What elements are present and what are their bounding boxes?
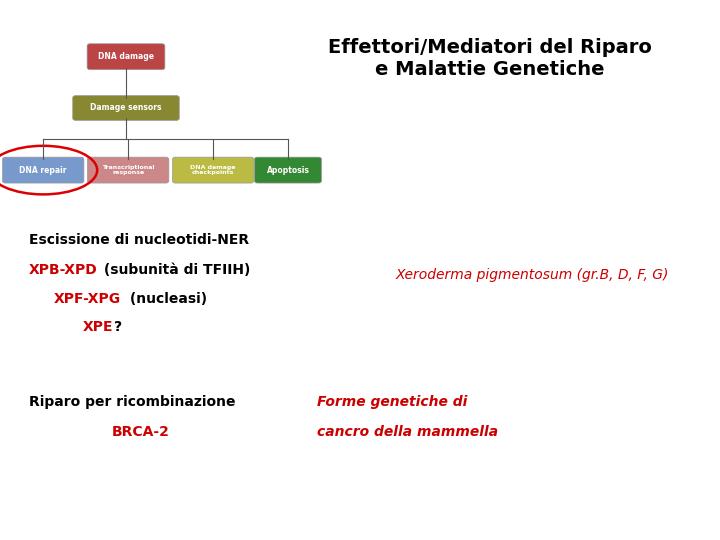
Text: cancro della mammella: cancro della mammella [317, 425, 498, 439]
Text: Escissione di nucleotidi-NER: Escissione di nucleotidi-NER [29, 233, 249, 247]
Text: Transcriptional
response: Transcriptional response [102, 165, 154, 176]
Text: Apoptosis: Apoptosis [266, 166, 310, 174]
Text: BRCA-2: BRCA-2 [112, 425, 169, 439]
Text: DNA repair: DNA repair [19, 166, 67, 174]
FancyBboxPatch shape [2, 157, 84, 183]
Text: XPB-XPD: XPB-XPD [29, 263, 97, 277]
Text: (nucleasi): (nucleasi) [125, 292, 207, 306]
Text: Damage sensors: Damage sensors [90, 104, 162, 112]
Text: DNA damage: DNA damage [98, 52, 154, 61]
FancyBboxPatch shape [255, 157, 322, 183]
Text: (subunità di TFIIH): (subunità di TFIIH) [99, 263, 251, 277]
Text: Effettori/Mediatori del Riparo
e Malattie Genetiche: Effettori/Mediatori del Riparo e Malatti… [328, 38, 652, 79]
Text: XPF-XPG: XPF-XPG [54, 292, 121, 306]
Text: ?: ? [114, 320, 122, 334]
FancyBboxPatch shape [73, 96, 179, 120]
Text: Forme genetiche di: Forme genetiche di [317, 395, 467, 409]
FancyBboxPatch shape [173, 157, 253, 183]
Text: XPE: XPE [83, 320, 113, 334]
Text: Riparo per ricombinazione: Riparo per ricombinazione [29, 395, 235, 409]
FancyBboxPatch shape [88, 157, 168, 183]
FancyBboxPatch shape [87, 44, 165, 70]
Text: Xeroderma pigmentosum (gr.B, D, F, G): Xeroderma pigmentosum (gr.B, D, F, G) [396, 268, 670, 282]
Text: DNA damage
checkpoints: DNA damage checkpoints [190, 165, 236, 176]
